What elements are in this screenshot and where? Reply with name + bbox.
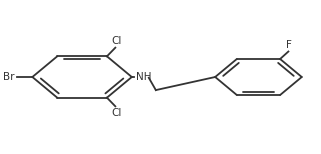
- Text: Cl: Cl: [112, 36, 122, 47]
- Text: NH: NH: [136, 72, 151, 82]
- Text: F: F: [286, 40, 292, 50]
- Text: Br: Br: [3, 72, 15, 82]
- Text: Cl: Cl: [112, 107, 122, 118]
